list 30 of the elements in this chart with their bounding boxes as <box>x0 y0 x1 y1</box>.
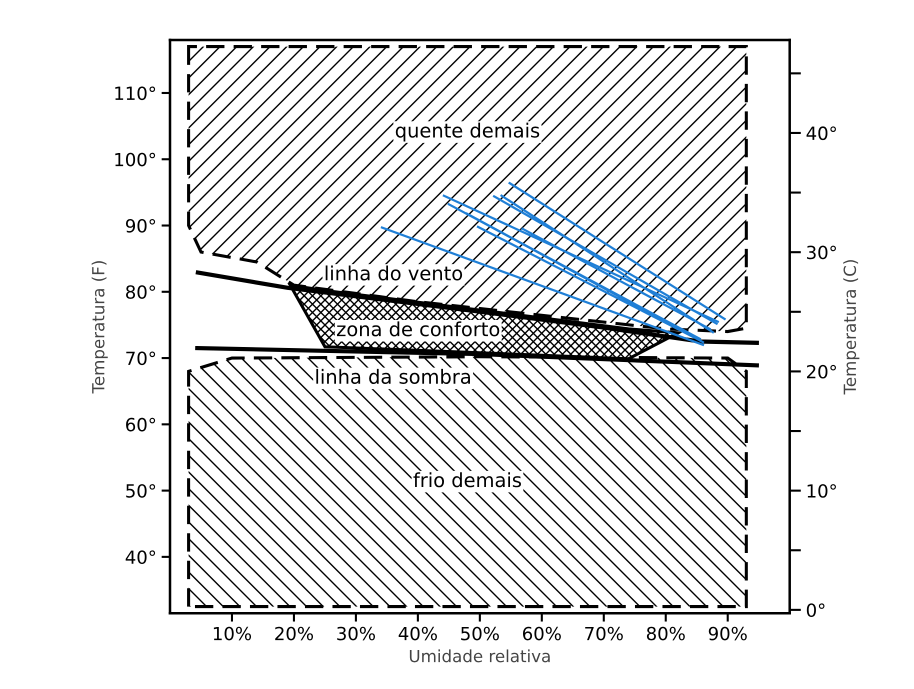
x-tick-label: 50% <box>461 626 499 640</box>
series-label: frio demais <box>413 472 522 488</box>
y-tick-label: 50° <box>126 484 156 498</box>
y-tick-label: 110° <box>115 86 156 100</box>
x-tick-label: 60% <box>523 626 561 640</box>
series-label: linha do vento <box>326 265 462 281</box>
y2-tick-label: 0° <box>806 603 824 617</box>
y-tick-label: 70° <box>126 352 156 366</box>
series-label: quente demais <box>396 122 540 142</box>
y2-tick-label: 40° <box>806 126 836 140</box>
y-tick-label: 40° <box>126 550 156 564</box>
x-axis-title: Umidade relativa <box>410 649 550 662</box>
x-tick-label: 90% <box>708 626 747 640</box>
y2-tick-label: 20° <box>806 364 836 379</box>
x-tick-label: 30% <box>337 626 375 640</box>
x-tick-label: 20% <box>275 626 314 640</box>
y-tick-label: 80° <box>126 285 156 299</box>
y-axis-title: Temperatura (F) <box>92 261 108 394</box>
y2-tick-label: 30° <box>807 246 836 260</box>
y-tick-label: 90° <box>126 218 156 233</box>
y-tick-label: 100° <box>115 152 156 166</box>
series-label: linha da sombra <box>316 368 470 384</box>
y2-tick-label: 10° <box>808 484 836 498</box>
x-tick-label: 70% <box>585 626 623 640</box>
x-tick-label: 10% <box>214 626 252 640</box>
x-tick-label: 40% <box>398 626 437 640</box>
y-tick-label: 60° <box>126 418 156 432</box>
x-tick-label: 80% <box>646 626 685 640</box>
series-label: zona de conforto <box>336 321 500 336</box>
y2-axis-title: Temperatura (C) <box>843 260 860 395</box>
